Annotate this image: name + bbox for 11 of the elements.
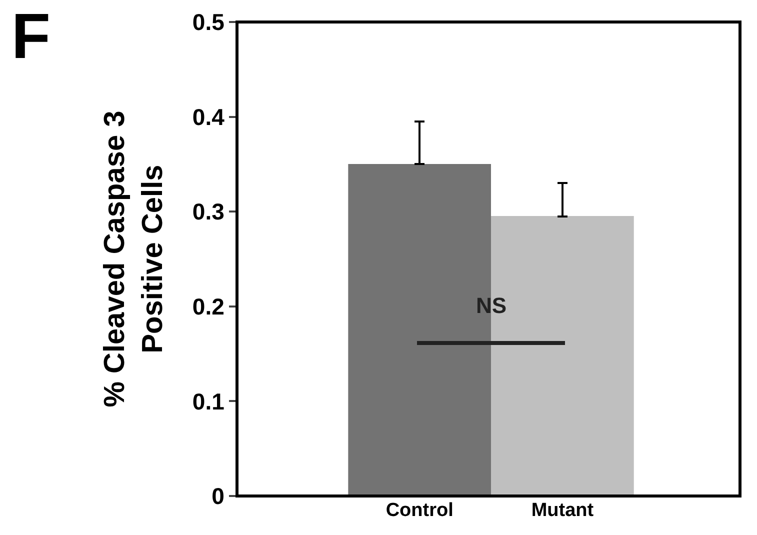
y-tick-label: 0.2 — [192, 293, 224, 320]
x-tick-label: Mutant — [531, 500, 594, 521]
y-tick-label: 0.5 — [192, 9, 225, 36]
y-tick-label: 0 — [212, 483, 224, 510]
y-axis-title: % Cleaved Caspase 3 Positive Cells — [99, 110, 169, 408]
x-tick-label: Control — [386, 500, 454, 521]
y-tick-label: 0.4 — [192, 104, 225, 130]
y-tick-label: 0.1 — [192, 388, 225, 414]
y-tick-label: 0.3 — [192, 198, 224, 225]
annotation: NS — [476, 293, 507, 318]
chart-title: F — [11, 0, 50, 72]
